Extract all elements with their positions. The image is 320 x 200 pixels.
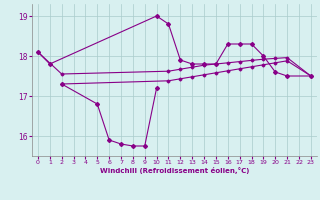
X-axis label: Windchill (Refroidissement éolien,°C): Windchill (Refroidissement éolien,°C)	[100, 167, 249, 174]
